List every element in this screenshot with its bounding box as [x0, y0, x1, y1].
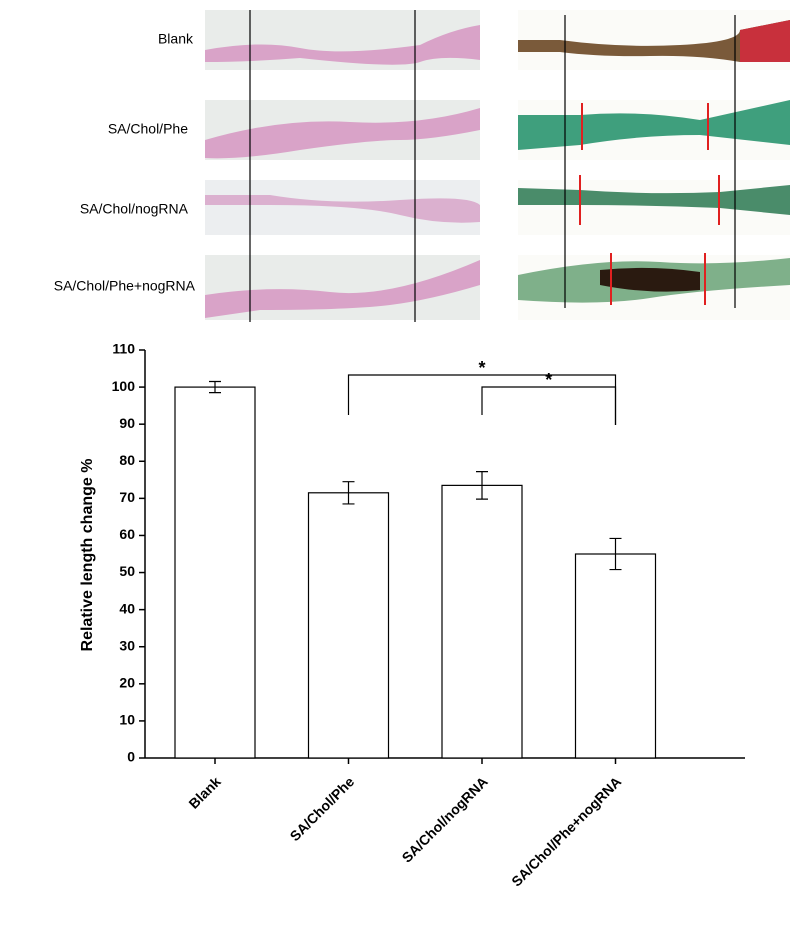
- significance-bracket: [481, 386, 617, 425]
- error-bar: [342, 481, 355, 505]
- x-tick-label: SA/Chol/Phe+nogRNA: [508, 773, 624, 889]
- y-tick-label: 10: [119, 712, 135, 728]
- x-tick-label: SA/Chol/nogRNA: [399, 773, 491, 865]
- significance-star: *: [545, 370, 552, 390]
- x-tick-label: SA/Chol/Phe: [287, 773, 358, 844]
- y-tick-label: 40: [119, 600, 135, 616]
- row-label: SA/Chol/Phe: [108, 121, 188, 137]
- histology-panels: [205, 10, 790, 322]
- row-labels: Blank SA/Chol/Phe SA/Chol/nogRNA SA/Chol…: [54, 31, 196, 294]
- y-tick-label: 20: [119, 675, 135, 691]
- row-label: SA/Chol/Phe+nogRNA: [54, 278, 196, 294]
- error-bar: [476, 471, 488, 500]
- bar: [441, 484, 523, 759]
- y-tick-label: 0: [127, 749, 135, 765]
- y-tick-label: 70: [119, 489, 135, 505]
- y-tick-label: 90: [119, 415, 135, 431]
- y-axis-label: Relative length change %: [79, 459, 96, 652]
- error-bar: [209, 380, 221, 394]
- bar: [574, 553, 657, 759]
- significance-star: *: [478, 358, 485, 378]
- y-tick-label: 30: [119, 637, 135, 653]
- y-tick-label: 60: [119, 526, 135, 542]
- row-label: Blank: [158, 31, 194, 47]
- bar: [174, 386, 256, 759]
- y-tick-label: 110: [112, 341, 135, 357]
- row-label: SA/Chol/nogRNA: [80, 201, 189, 217]
- x-tick-label: Blank: [185, 773, 223, 811]
- y-tick-label: 100: [112, 378, 136, 394]
- y-tick-label: 50: [119, 563, 135, 579]
- y-tick-label: 80: [119, 452, 135, 468]
- bar: [307, 492, 390, 759]
- error-bar: [609, 537, 622, 571]
- bar-chart: 0 10 20 30 40 50 60 70 80 90 100 110 Blank SA/Chol/Ph…: [112, 341, 745, 890]
